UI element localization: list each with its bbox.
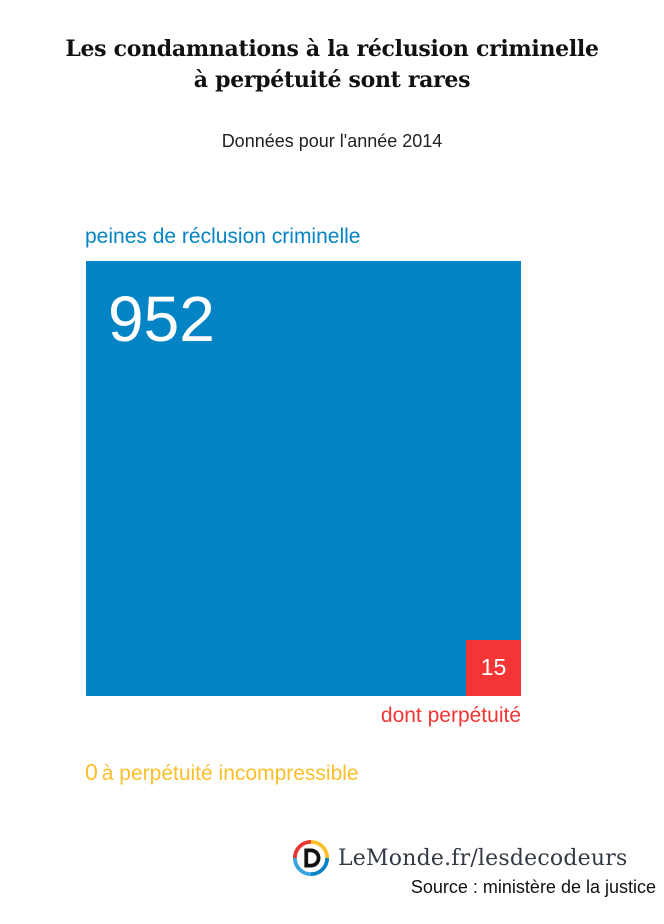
total-value: 952: [108, 283, 215, 355]
incompressible-value: 0: [85, 759, 98, 785]
total-square: 952 15: [86, 261, 521, 696]
chart-subtitle: Données pour l'année 2014: [221, 131, 443, 151]
title-line-1: Les condamnations à la réclusion crimine…: [65, 36, 599, 62]
title-line-2: à perpétuité sont rares: [193, 67, 471, 93]
perpetuity-square: 15: [466, 640, 521, 696]
perpetuity-label: dont perpétuité: [380, 704, 521, 727]
decodeurs-logo-icon: [292, 839, 330, 877]
total-label: peines de réclusion criminelle: [85, 225, 361, 248]
chart-title: Les condamnations à la réclusion crimine…: [0, 34, 664, 96]
brand-link[interactable]: LeMonde.fr/lesdecodeurs: [338, 845, 628, 871]
incompressible-label: à perpétuité incompressible: [101, 762, 359, 785]
perpetuity-value: 15: [480, 654, 507, 680]
brand: LeMonde.fr/lesdecodeurs: [292, 838, 627, 878]
source-note: Source : ministère de la justice: [410, 877, 656, 897]
